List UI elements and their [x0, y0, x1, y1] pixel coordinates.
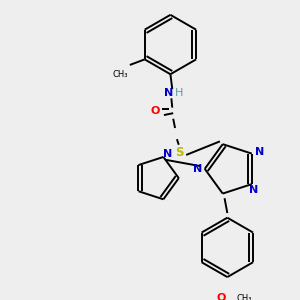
- Text: S: S: [176, 146, 184, 159]
- Text: N: N: [249, 185, 258, 195]
- Text: N: N: [193, 164, 202, 174]
- Text: O: O: [216, 293, 226, 300]
- Text: N: N: [164, 149, 172, 159]
- Text: O: O: [151, 106, 160, 116]
- Text: N: N: [254, 147, 264, 157]
- Text: N: N: [164, 88, 173, 98]
- Text: CH₃: CH₃: [237, 294, 252, 300]
- Text: CH₃: CH₃: [112, 70, 128, 79]
- Text: H: H: [175, 88, 183, 98]
